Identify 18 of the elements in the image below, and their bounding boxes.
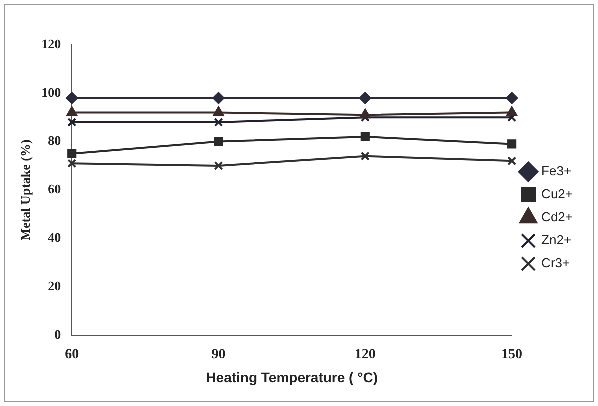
legend-label: Cr3+ [542,256,570,271]
y-tick-label: 80 [48,133,62,148]
x-tick-label: 90 [212,347,226,362]
y-tick-label: 40 [48,230,62,245]
y-tick-label: 20 [48,278,62,294]
x-tick-label: 60 [65,347,80,362]
legend-label: Fe3+ [542,164,572,179]
x-tick-label: 150 [502,347,523,362]
legend-label: Zn2+ [542,232,572,248]
legend-label: Cu2+ [542,186,574,202]
legend-label: Cd2+ [542,210,574,225]
y-tick-label: 0 [54,326,62,342]
y-tick-label: 120 [42,36,62,52]
y-axis-title: Metal Uptake (%) [18,140,34,241]
y-tick-label: 100 [42,84,62,100]
y-tick-label: 60 [48,182,62,197]
x-axis-title: Heating Temperature ( °C) [206,369,378,386]
x-tick-label: 120 [354,347,376,362]
